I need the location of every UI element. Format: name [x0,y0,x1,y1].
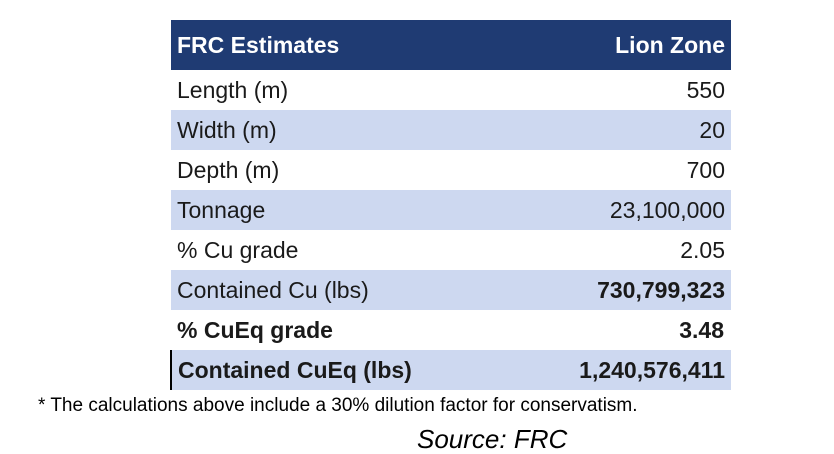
table-row: Tonnage 23,100,000 [171,190,731,230]
header-value: Lion Zone [512,20,731,70]
row-label-depth: Depth (m) [171,150,513,190]
table-row: Length (m) 550 [171,70,731,110]
table-header-row: FRC Estimates Lion Zone [171,20,731,70]
row-value-contained-cueq: 1,240,576,411 [512,350,731,390]
footnote: * The calculations above include a 30% d… [38,395,638,416]
row-label-contained-cu: Contained Cu (lbs) [171,270,513,310]
table-row: Width (m) 20 [171,110,731,150]
table-row: Depth (m) 700 [171,150,731,190]
table-row: % Cu grade 2.05 [171,230,731,270]
table-row: Contained Cu (lbs) 730,799,323 [171,270,731,310]
estimates-table: FRC Estimates Lion Zone Length (m) 550 W… [170,20,732,390]
row-value-contained-cu: 730,799,323 [512,270,731,310]
row-value-length: 550 [512,70,731,110]
row-label-width: Width (m) [171,110,513,150]
row-value-cueq-grade: 3.48 [512,310,731,350]
row-value-tonnage: 23,100,000 [512,190,731,230]
row-label-length: Length (m) [171,70,513,110]
row-label-cueq-grade: % CuEq grade [171,310,513,350]
row-value-width: 20 [512,110,731,150]
header-label: FRC Estimates [171,20,513,70]
row-label-tonnage: Tonnage [171,190,513,230]
row-label-contained-cueq: Contained CuEq (lbs) [170,350,513,390]
row-label-cu-grade: % Cu grade [171,230,513,270]
table-row: % CuEq grade 3.48 [171,310,731,350]
table-row: Contained CuEq (lbs) 1,240,576,411 [170,350,731,390]
row-value-depth: 700 [512,150,731,190]
source-caption: Source: FRC [417,424,568,454]
row-value-cu-grade: 2.05 [512,230,731,270]
